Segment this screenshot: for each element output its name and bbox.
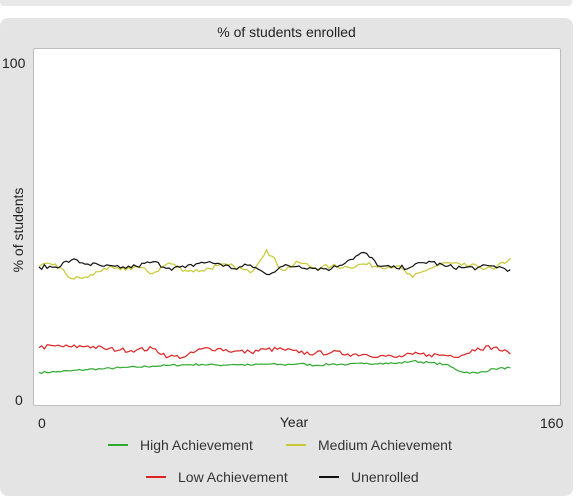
series-line-medium-achievement [38, 248, 511, 280]
legend-label-low-achievement: Low Achievement [178, 469, 288, 485]
legend-item-unenrolled: Unenrolled [319, 469, 419, 485]
legend-label-medium-achievement: Medium Achievement [318, 437, 452, 453]
series-line-unenrolled [38, 251, 511, 276]
plot-area [33, 48, 561, 406]
x-tick-label-min: 0 [38, 415, 46, 431]
series-line-high-achievement [38, 359, 511, 375]
chart-title: % of students enrolled [217, 24, 356, 40]
legend-item-medium-achievement: Medium Achievement [286, 437, 452, 453]
legend-swatch-medium-achievement [286, 444, 306, 446]
top-strip [0, 0, 572, 6]
x-tick-label-max: 160 [540, 415, 564, 431]
legend-swatch-low-achievement [146, 476, 166, 478]
legend-swatch-unenrolled [319, 476, 339, 478]
legend-item-low-achievement: Low Achievement [146, 469, 288, 485]
x-axis-label: Year [279, 414, 309, 430]
y-tick-label-max: 100 [2, 55, 26, 71]
series-line-low-achievement [38, 344, 511, 360]
legend-swatch-high-achievement [108, 444, 128, 446]
legend-label-high-achievement: High Achievement [140, 437, 253, 453]
y-tick-label-min: 0 [15, 392, 23, 408]
legend-item-high-achievement: High Achievement [108, 437, 253, 453]
legend-label-unenrolled: Unenrolled [351, 469, 419, 485]
